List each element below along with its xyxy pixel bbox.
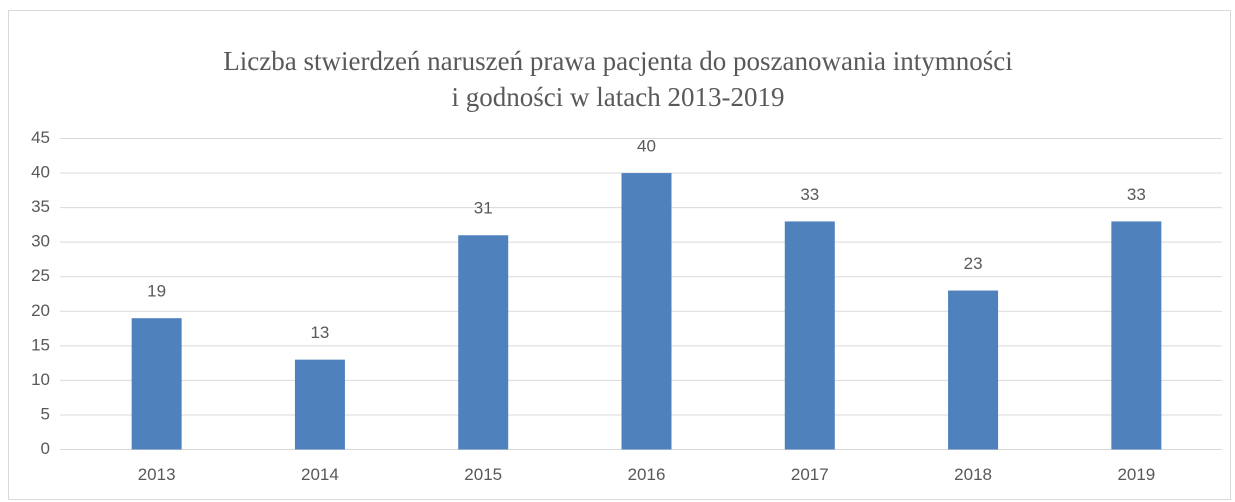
x-tick-label: 2018 xyxy=(954,465,992,484)
x-tick-label: 2014 xyxy=(301,465,339,484)
value-label: 23 xyxy=(964,254,983,273)
y-tick-label: 15 xyxy=(31,335,50,354)
bar xyxy=(458,235,509,450)
chart-frame xyxy=(8,10,1231,500)
y-tick-label: 30 xyxy=(31,232,50,251)
y-tick-label: 35 xyxy=(31,197,50,216)
y-tick-label: 20 xyxy=(31,301,50,320)
x-tick-label: 2017 xyxy=(791,465,829,484)
y-tick-label: 40 xyxy=(31,163,50,182)
value-label: 40 xyxy=(637,137,656,156)
value-label: 13 xyxy=(310,323,329,342)
x-tick-label: 2015 xyxy=(464,465,502,484)
y-tick-label: 5 xyxy=(41,404,50,423)
bar xyxy=(131,318,182,450)
bar xyxy=(621,173,672,450)
value-label: 31 xyxy=(474,199,493,218)
chart-title: i godności w latach 2013-2019 xyxy=(452,82,785,112)
bar xyxy=(1111,221,1162,450)
y-tick-label: 0 xyxy=(41,439,50,458)
value-label: 33 xyxy=(1127,185,1146,204)
bar xyxy=(948,290,999,450)
bar xyxy=(294,359,345,450)
x-tick-label: 2019 xyxy=(1117,465,1155,484)
y-tick-label: 45 xyxy=(31,128,50,147)
value-label: 19 xyxy=(147,282,166,301)
chart-title: Liczba stwierdzeń naruszeń prawa pacjent… xyxy=(223,46,1012,76)
x-tick-label: 2013 xyxy=(138,465,176,484)
y-tick-label: 25 xyxy=(31,266,50,285)
value-label: 33 xyxy=(800,185,819,204)
x-tick-label: 2016 xyxy=(628,465,666,484)
bar xyxy=(784,221,835,450)
y-tick-label: 10 xyxy=(31,370,50,389)
